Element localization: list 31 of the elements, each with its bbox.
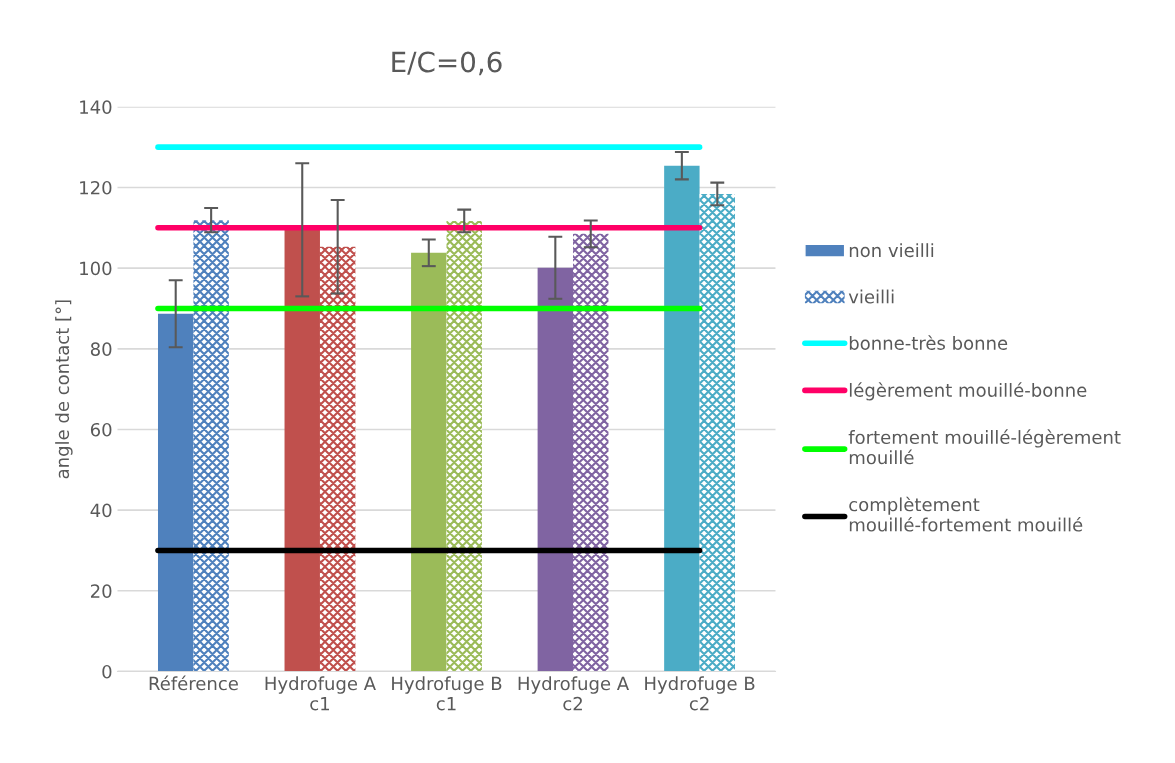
bar: [664, 165, 700, 672]
y-tick-label: 100: [80, 261, 112, 276]
legend-label: vieilli: [848, 289, 894, 304]
y-tick-label: 120: [80, 180, 112, 195]
bar: [446, 220, 482, 672]
x-tick-label: Hydrofuge B c2: [645, 676, 755, 711]
y-tick-label: 20: [90, 584, 112, 598]
x-tick-label: Hydrofuge A c1: [265, 676, 376, 711]
y-tick-label: 0: [102, 664, 112, 679]
bar: [284, 229, 320, 672]
legend-label: légèrement mouillé-bonne: [849, 382, 1087, 401]
chart-title: E/C=0,6: [392, 51, 502, 76]
legend-label: complètement mouillé-fortement mouillé: [849, 496, 1083, 532]
x-tick-label: Hydrofuge B c1: [392, 676, 502, 711]
y-tick-label: 60: [90, 422, 112, 437]
bar: [573, 233, 609, 672]
bar: [537, 267, 574, 672]
x-tick-label: Référence: [149, 675, 238, 691]
y-tick-label: 140: [80, 100, 112, 114]
bar: [319, 246, 356, 672]
y-tick-label: 80: [90, 342, 112, 356]
bar: [193, 220, 229, 672]
bar: [157, 313, 194, 672]
legend-label: fortement mouillé-légèrement mouillé: [848, 429, 1121, 465]
legend-label: bonne-très bonne: [849, 335, 1008, 350]
y-tick-label: 40: [90, 503, 112, 518]
y-axis-title: angle de contact [°]: [55, 300, 73, 479]
legend-label: non vieilli: [849, 243, 934, 258]
bar: [411, 252, 447, 672]
x-tick-label: Hydrofuge A c2: [518, 676, 630, 711]
bar: [699, 193, 736, 672]
